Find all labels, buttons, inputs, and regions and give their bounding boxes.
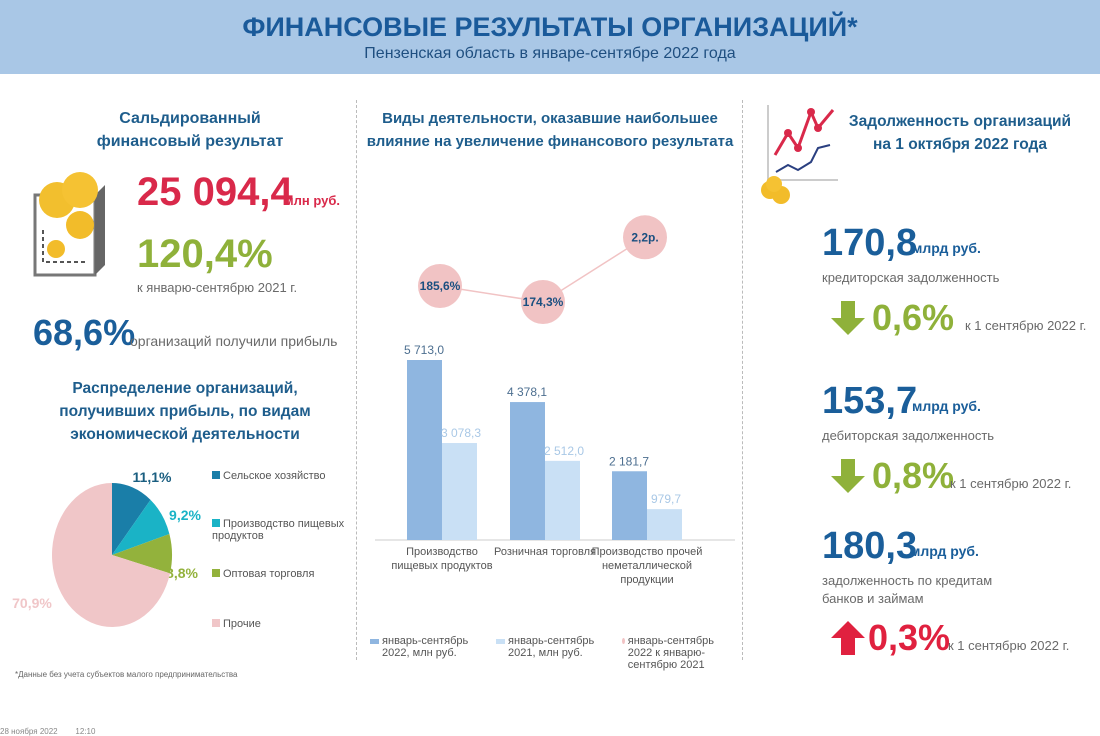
bar-2021 (442, 443, 477, 540)
financial-result-unit: млн руб. (284, 193, 340, 208)
ratio-label: 174,3% (523, 295, 564, 309)
header-banner (0, 0, 1100, 74)
legend-label: январь-сентябрь 2021, млн руб. (508, 635, 595, 659)
time: 12:10 (75, 727, 96, 736)
bar-2021 (545, 460, 580, 540)
debt-label: кредиторская задолженность (822, 270, 1000, 285)
bar-legend-item: январь-сентябрь 2022, млн руб. (370, 635, 488, 671)
pie-slice (52, 483, 171, 627)
page-subtitle: Пензенская область в январе-сентябре 202… (364, 45, 736, 62)
bar-value-label: 2 181,7 (609, 454, 649, 468)
debt-unit: млрд руб. (912, 240, 981, 256)
debt-change: 0,8% (872, 455, 955, 496)
ratio-bubble (521, 280, 565, 325)
legend-label: Производство пищевых продуктов (212, 518, 345, 542)
bar-value-label: 979,7 (651, 492, 681, 506)
profit-share-value: 68,6% (33, 312, 136, 353)
pie-slice (112, 499, 170, 555)
debt-label: дебиторская задолженность (822, 428, 995, 443)
legend-swatch (370, 639, 380, 644)
bar-2021 (647, 509, 682, 540)
arrow-down-icon (831, 301, 865, 335)
bar-chart-title: Виды деятельности, оказавшие наибольшее … (366, 110, 734, 150)
ratio-label: 185,6% (420, 279, 461, 293)
bar-legend-item: январь-сентябрь 2022 к январю-сентябрю 2… (622, 635, 740, 671)
ratio-bubble (418, 264, 462, 308)
debt-label: задолженность по кредитам банков и займа… (822, 573, 993, 606)
legend-swatch (212, 471, 220, 479)
pie-slice-label: 70,9% (12, 595, 52, 611)
pie-slice-label: 11,1% (133, 469, 172, 485)
bar-value-label: 5 713,0 (404, 343, 444, 357)
ratio-bubble (623, 215, 667, 260)
bar-2022 (612, 471, 647, 540)
profit-share-note: организаций получили прибыль (130, 333, 338, 349)
debt-title: Задолженность организаций на 1 октября 2… (848, 113, 1072, 153)
bar-chart: 5 713,0 3 078,3 Производство пищевых проду… (375, 215, 735, 586)
legend-marker (622, 638, 625, 644)
legend-swatch (496, 639, 506, 644)
pie-chart: 11,1% 9,2% 8,8% 70,9% (12, 469, 202, 627)
bar-2022 (510, 402, 545, 540)
legend-label: январь-сентябрь 2022, млн руб. (382, 635, 469, 659)
legend-label: Прочие (223, 618, 261, 630)
bar-legend: январь-сентябрь 2022, млн руб. январь-сен… (370, 635, 740, 671)
financial-result-title: Сальдированный финансовый результат (96, 110, 284, 150)
divider (742, 100, 743, 660)
growth-note: к январю-сентябрю 2021 г. (137, 280, 298, 295)
bar-2022 (407, 360, 442, 540)
pie-slice (112, 534, 173, 574)
pie-slice (112, 483, 151, 555)
bar-value-label: 2 512,0 (544, 444, 584, 458)
pie-legend-item: Оптовая торговля (212, 568, 352, 580)
date: 28 ноября 2022 (0, 727, 58, 736)
pie-legend-item: Сельское хозяйство (212, 470, 352, 482)
pie-title: Распределение организаций, получивших пр… (59, 380, 311, 443)
bar-value-label: 4 378,1 (507, 385, 547, 399)
debt-unit: млрд руб. (912, 398, 981, 414)
category-label: Производство пищевых продуктов (391, 546, 493, 572)
debt-unit: млрд руб. (910, 543, 979, 559)
debt-change: 0,6% (872, 297, 955, 338)
debt-change-note: к 1 сентябрю 2022 г. (950, 476, 1072, 491)
debt-value: 170,8 (822, 222, 918, 264)
debt-change: 0,3% (868, 617, 951, 658)
legend-label: январь-сентябрь 2022 к январю-сентябрю 2… (627, 635, 714, 671)
coins-box-icon (33, 172, 105, 277)
debt-change-note: к 1 сентябрю 2022 г. (965, 318, 1087, 333)
pie-slice-label: 8,8% (166, 565, 198, 581)
footnote: *Данные без учета субъектов малого предп… (15, 670, 238, 679)
legend-swatch (212, 569, 220, 577)
legend-swatch (212, 519, 220, 527)
debt-value: 180,3 (822, 525, 918, 567)
pie-legend-item: Производство пищевых продуктов (212, 518, 352, 542)
legend-label: Оптовая торговля (223, 568, 315, 580)
growth-value: 120,4% (137, 232, 273, 276)
legend-swatch (212, 619, 220, 627)
bar-value-label: 3 078,3 (441, 426, 481, 440)
bar-legend-item: январь-сентябрь 2021, млн руб. (496, 635, 614, 671)
category-label: Розничная торговля (493, 546, 597, 558)
category-label: Производство прочей неметаллической прод… (591, 546, 703, 586)
legend-label: Сельское хозяйство (223, 470, 326, 482)
pie-legend-item: Прочие (212, 618, 352, 630)
debt-value: 153,7 (822, 380, 918, 422)
debt-change-note: к 1 сентябрю 2022 г. (948, 638, 1070, 653)
arrow-up-icon (831, 621, 865, 655)
debt-chart-icon (761, 105, 838, 204)
arrow-down-icon (831, 459, 865, 493)
pie-slice-label: 9,2% (169, 507, 201, 523)
date-stamp: 28 ноября 2022 12:10 (0, 727, 95, 736)
divider (356, 100, 357, 660)
page-title: ФИНАНСОВЫЕ РЕЗУЛЬТАТЫ ОРГАНИЗАЦИЙ* (242, 12, 858, 42)
ratio-label: 2,2р. (631, 230, 658, 244)
financial-result-value: 25 094,4 (137, 170, 293, 214)
